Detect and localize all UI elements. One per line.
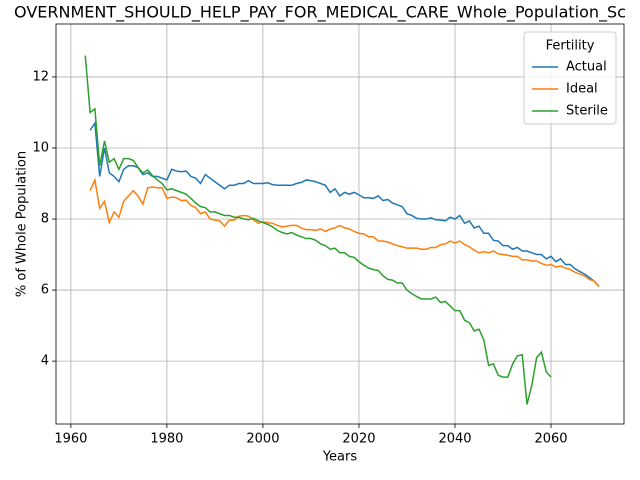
chart-title: OVERNMENT_SHOULD_HELP_PAY_FOR_MEDICAL_CA… bbox=[14, 3, 626, 23]
y-tick-label: 4 bbox=[41, 354, 49, 369]
legend-label: Ideal bbox=[566, 82, 598, 97]
y-tick-label: 8 bbox=[41, 212, 49, 227]
x-tick-label: 2020 bbox=[342, 432, 375, 447]
x-axis-label: Years bbox=[322, 450, 358, 465]
y-tick-label: 6 bbox=[41, 283, 49, 298]
legend-label: Actual bbox=[566, 60, 607, 75]
x-tick-label: 1980 bbox=[150, 432, 183, 447]
x-tick-label: 1960 bbox=[54, 432, 87, 447]
legend-box bbox=[523, 31, 617, 125]
series-line bbox=[84, 55, 552, 405]
plot-frame bbox=[55, 23, 625, 425]
legend: Fertility Actual Ideal Sterile bbox=[523, 31, 617, 125]
y-tick-label: 10 bbox=[32, 140, 49, 155]
legend-label: Sterile bbox=[566, 104, 608, 119]
legend-title: Fertility bbox=[546, 39, 595, 54]
y-tick-label: 12 bbox=[32, 69, 49, 84]
series-line bbox=[89, 177, 600, 288]
x-tick-label: 2040 bbox=[438, 432, 471, 447]
y-axis-label: % of Whole Population bbox=[15, 151, 30, 297]
series-line bbox=[89, 120, 600, 288]
x-tick-label: 2060 bbox=[534, 432, 567, 447]
x-tick-label: 2000 bbox=[246, 432, 279, 447]
